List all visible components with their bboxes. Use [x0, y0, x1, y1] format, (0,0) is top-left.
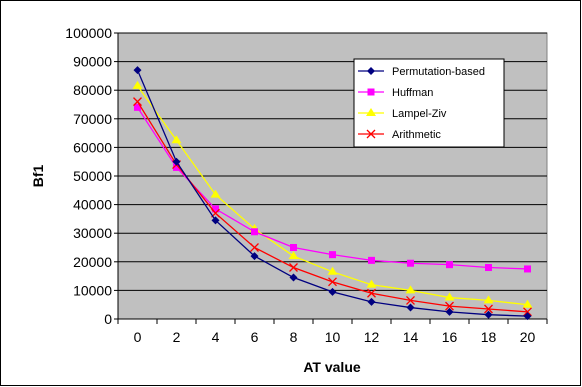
data-point: [288, 251, 299, 260]
data-point: [329, 251, 336, 259]
data-point: [328, 277, 337, 287]
x-axis-title: AT value: [303, 359, 361, 375]
y-tick-label: 80000: [73, 82, 112, 98]
legend-item: Permutation-based: [358, 66, 485, 78]
x-tick-label: 18: [481, 329, 497, 345]
data-point: [368, 256, 375, 264]
data-point: [522, 299, 533, 308]
y-tick-label: 100000: [65, 25, 112, 41]
y-tick-label: 50000: [73, 168, 112, 184]
data-point: [171, 135, 182, 144]
data-point: [366, 129, 376, 139]
data-point: [523, 307, 532, 317]
x-tick-label: 16: [442, 329, 458, 345]
data-point: [484, 310, 493, 319]
y-tick-label: 20000: [73, 254, 112, 270]
data-point: [327, 266, 338, 275]
data-point: [289, 273, 298, 282]
data-point: [210, 189, 221, 198]
legend-item: Huffman: [358, 87, 433, 99]
data-point: [485, 264, 492, 272]
data-point: [328, 287, 337, 296]
data-point: [483, 295, 494, 304]
legend-item: Arithmetic: [358, 129, 441, 141]
data-point: [523, 312, 532, 321]
series-permutation-based: [133, 66, 532, 321]
data-point: [133, 66, 142, 75]
series-group: [132, 66, 533, 321]
data-point: [366, 108, 376, 116]
x-tick-label: 20: [520, 329, 536, 345]
series-arithmetic: [133, 97, 532, 317]
data-point: [445, 301, 454, 311]
legend-label: Arithmetic: [392, 129, 441, 141]
data-point: [445, 307, 454, 316]
data-point: [251, 228, 258, 236]
data-point: [212, 205, 219, 213]
x-tick-label: 8: [290, 329, 298, 345]
data-point: [290, 244, 297, 251]
data-point: [444, 292, 455, 301]
legend-label: Lampel-Ziv: [392, 108, 447, 120]
x-tick-label: 10: [325, 329, 341, 345]
data-point: [524, 265, 531, 273]
series-huffman: [134, 103, 531, 273]
y-tick-label: 70000: [73, 111, 112, 127]
y-tick-label: 0: [104, 311, 112, 327]
data-point: [367, 88, 375, 96]
data-point: [367, 288, 376, 298]
y-axis-title: Bf1: [30, 165, 46, 188]
data-point: [132, 80, 143, 89]
x-tick-label: 6: [251, 329, 259, 345]
data-point: [173, 163, 180, 171]
data-point: [405, 285, 416, 294]
data-point: [407, 259, 414, 267]
y-tick-label: 40000: [73, 197, 112, 213]
data-point: [250, 252, 259, 261]
data-point: [289, 263, 298, 272]
data-point: [250, 243, 259, 252]
legend-item: Lampel-Ziv: [358, 108, 447, 120]
data-point: [484, 304, 493, 314]
legend-label: Permutation-based: [392, 66, 485, 78]
data-point: [406, 303, 415, 312]
x-tick-label: 14: [403, 329, 419, 345]
y-tick-label: 10000: [73, 282, 112, 298]
x-tick-label: 4: [212, 329, 220, 345]
data-point: [446, 261, 453, 269]
y-tick-label: 30000: [73, 225, 112, 241]
y-tick-label: 60000: [73, 139, 112, 155]
y-tick-label: 90000: [73, 54, 112, 70]
data-point: [133, 97, 142, 107]
data-point: [406, 295, 415, 305]
data-point: [367, 67, 375, 75]
data-point: [367, 297, 376, 306]
legend-label: Huffman: [392, 87, 433, 99]
data-point: [211, 216, 220, 225]
x-tick-label: 12: [364, 329, 380, 345]
data-point: [172, 157, 181, 166]
data-point: [134, 103, 141, 111]
legend: Permutation-based Huffman Lampel-Ziv Arithm…: [353, 58, 505, 148]
data-point: [366, 279, 377, 288]
x-tick-label: 0: [134, 329, 142, 345]
x-tick-label: 2: [173, 329, 181, 345]
x-axis-ticks: 0 2 4 6 8 10 12 14 16 18 20: [117, 319, 548, 345]
y-axis-ticks: 0 10000 20000 30000 40000 50000 60000 70000 8000…: [65, 25, 547, 327]
legend-box: [353, 58, 505, 148]
